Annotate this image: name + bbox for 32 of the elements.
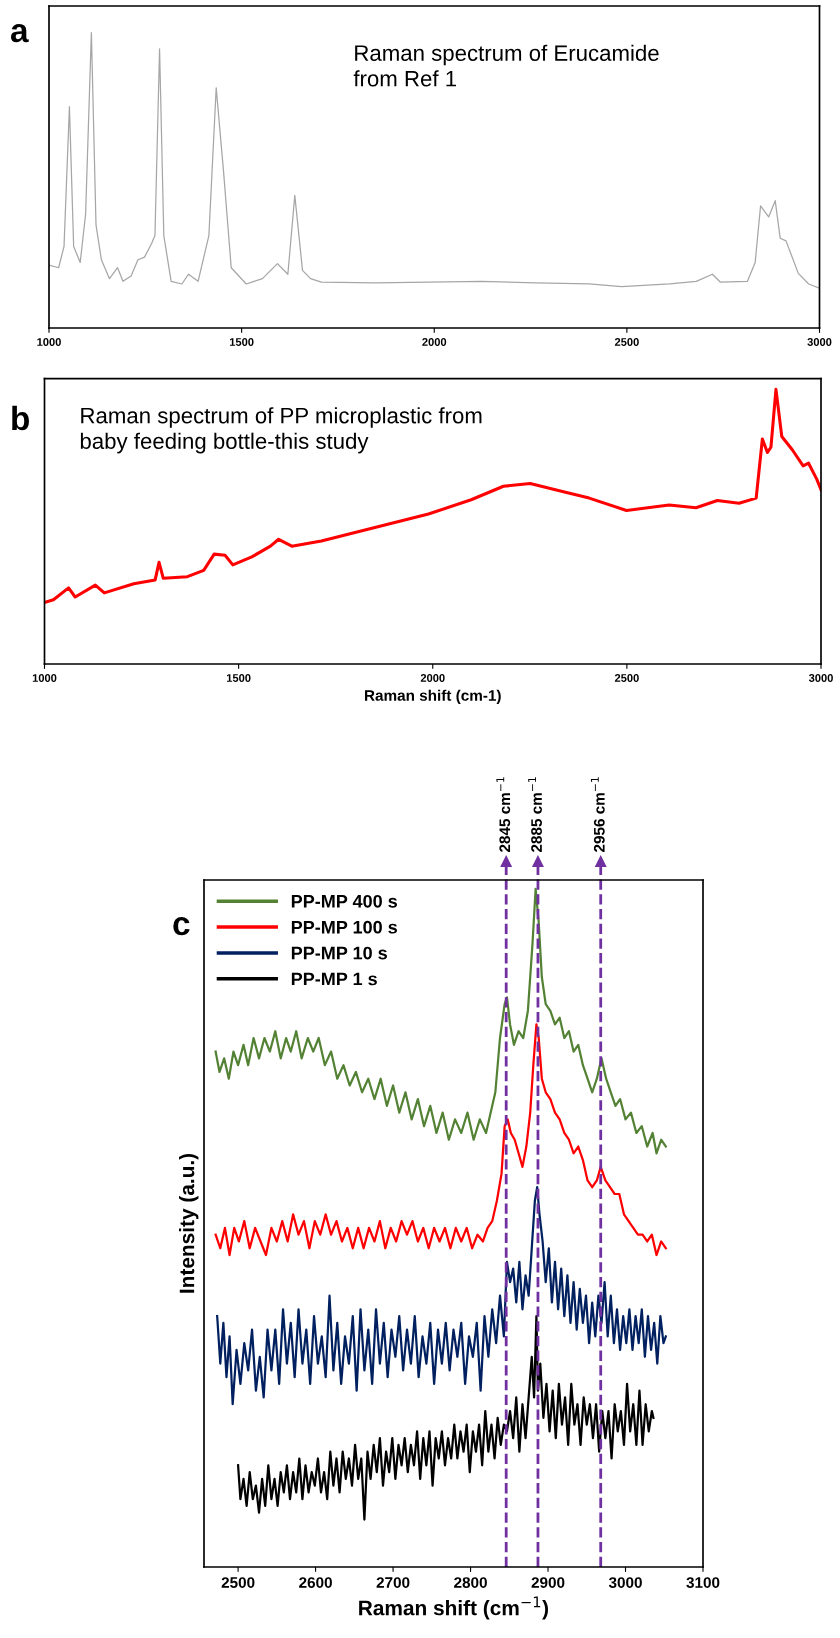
x-tick-label: 2900 [531,1577,565,1588]
x-tick-label: 2500 [614,674,639,682]
text: Raman spectrum of PP microplastic from baby feeding bottle-this study [80,407,482,454]
x-tick-label: 2500 [614,338,639,346]
x-axis-title: Raman shift (cm$^{−1}$) [359,1596,549,1620]
x-tick-label: 1500 [229,338,254,346]
legend-label: PP-MP 10 s [291,946,387,960]
ref-line-label: 2885 cm$^{−1}$ [528,777,542,852]
x-tick-label: 1000 [37,338,61,346]
y-axis-title: Intensity (a.u.) [179,1153,199,1293]
legend-label: PP-MP 1 s [291,972,377,986]
x-tick-label: 2000 [422,338,447,346]
x-tick-label: 1000 [32,674,57,682]
text: c [173,917,190,936]
x-tick-label: 3100 [686,1577,720,1588]
x-tick-label: 2800 [454,1577,487,1588]
x-tick-label: 3000 [807,338,832,346]
legend-label: PP-MP 100 s [291,920,397,934]
x-tick-label: 2500 [221,1577,255,1588]
x-tick-label: 2600 [299,1577,332,1588]
x-tick-label: 3000 [808,674,833,682]
x-tick-label: 2700 [376,1577,410,1588]
text: Raman spectrum of Erucamide from Ref 1 [353,44,659,87]
x-tick-label: 3000 [608,1577,642,1588]
x-tick-label: 1500 [226,674,251,682]
ref-line-label: 2845 cm$^{−1}$ [496,777,511,852]
x-axis-title: Raman shift (cm-1) [365,689,501,704]
text: a [10,24,29,43]
legend-label: PP-MP 400 s [291,894,397,908]
ref-line-label: 2956 cm$^{−1}$ [590,777,605,852]
text: b [12,405,29,431]
x-tick-label: 2000 [420,674,445,682]
